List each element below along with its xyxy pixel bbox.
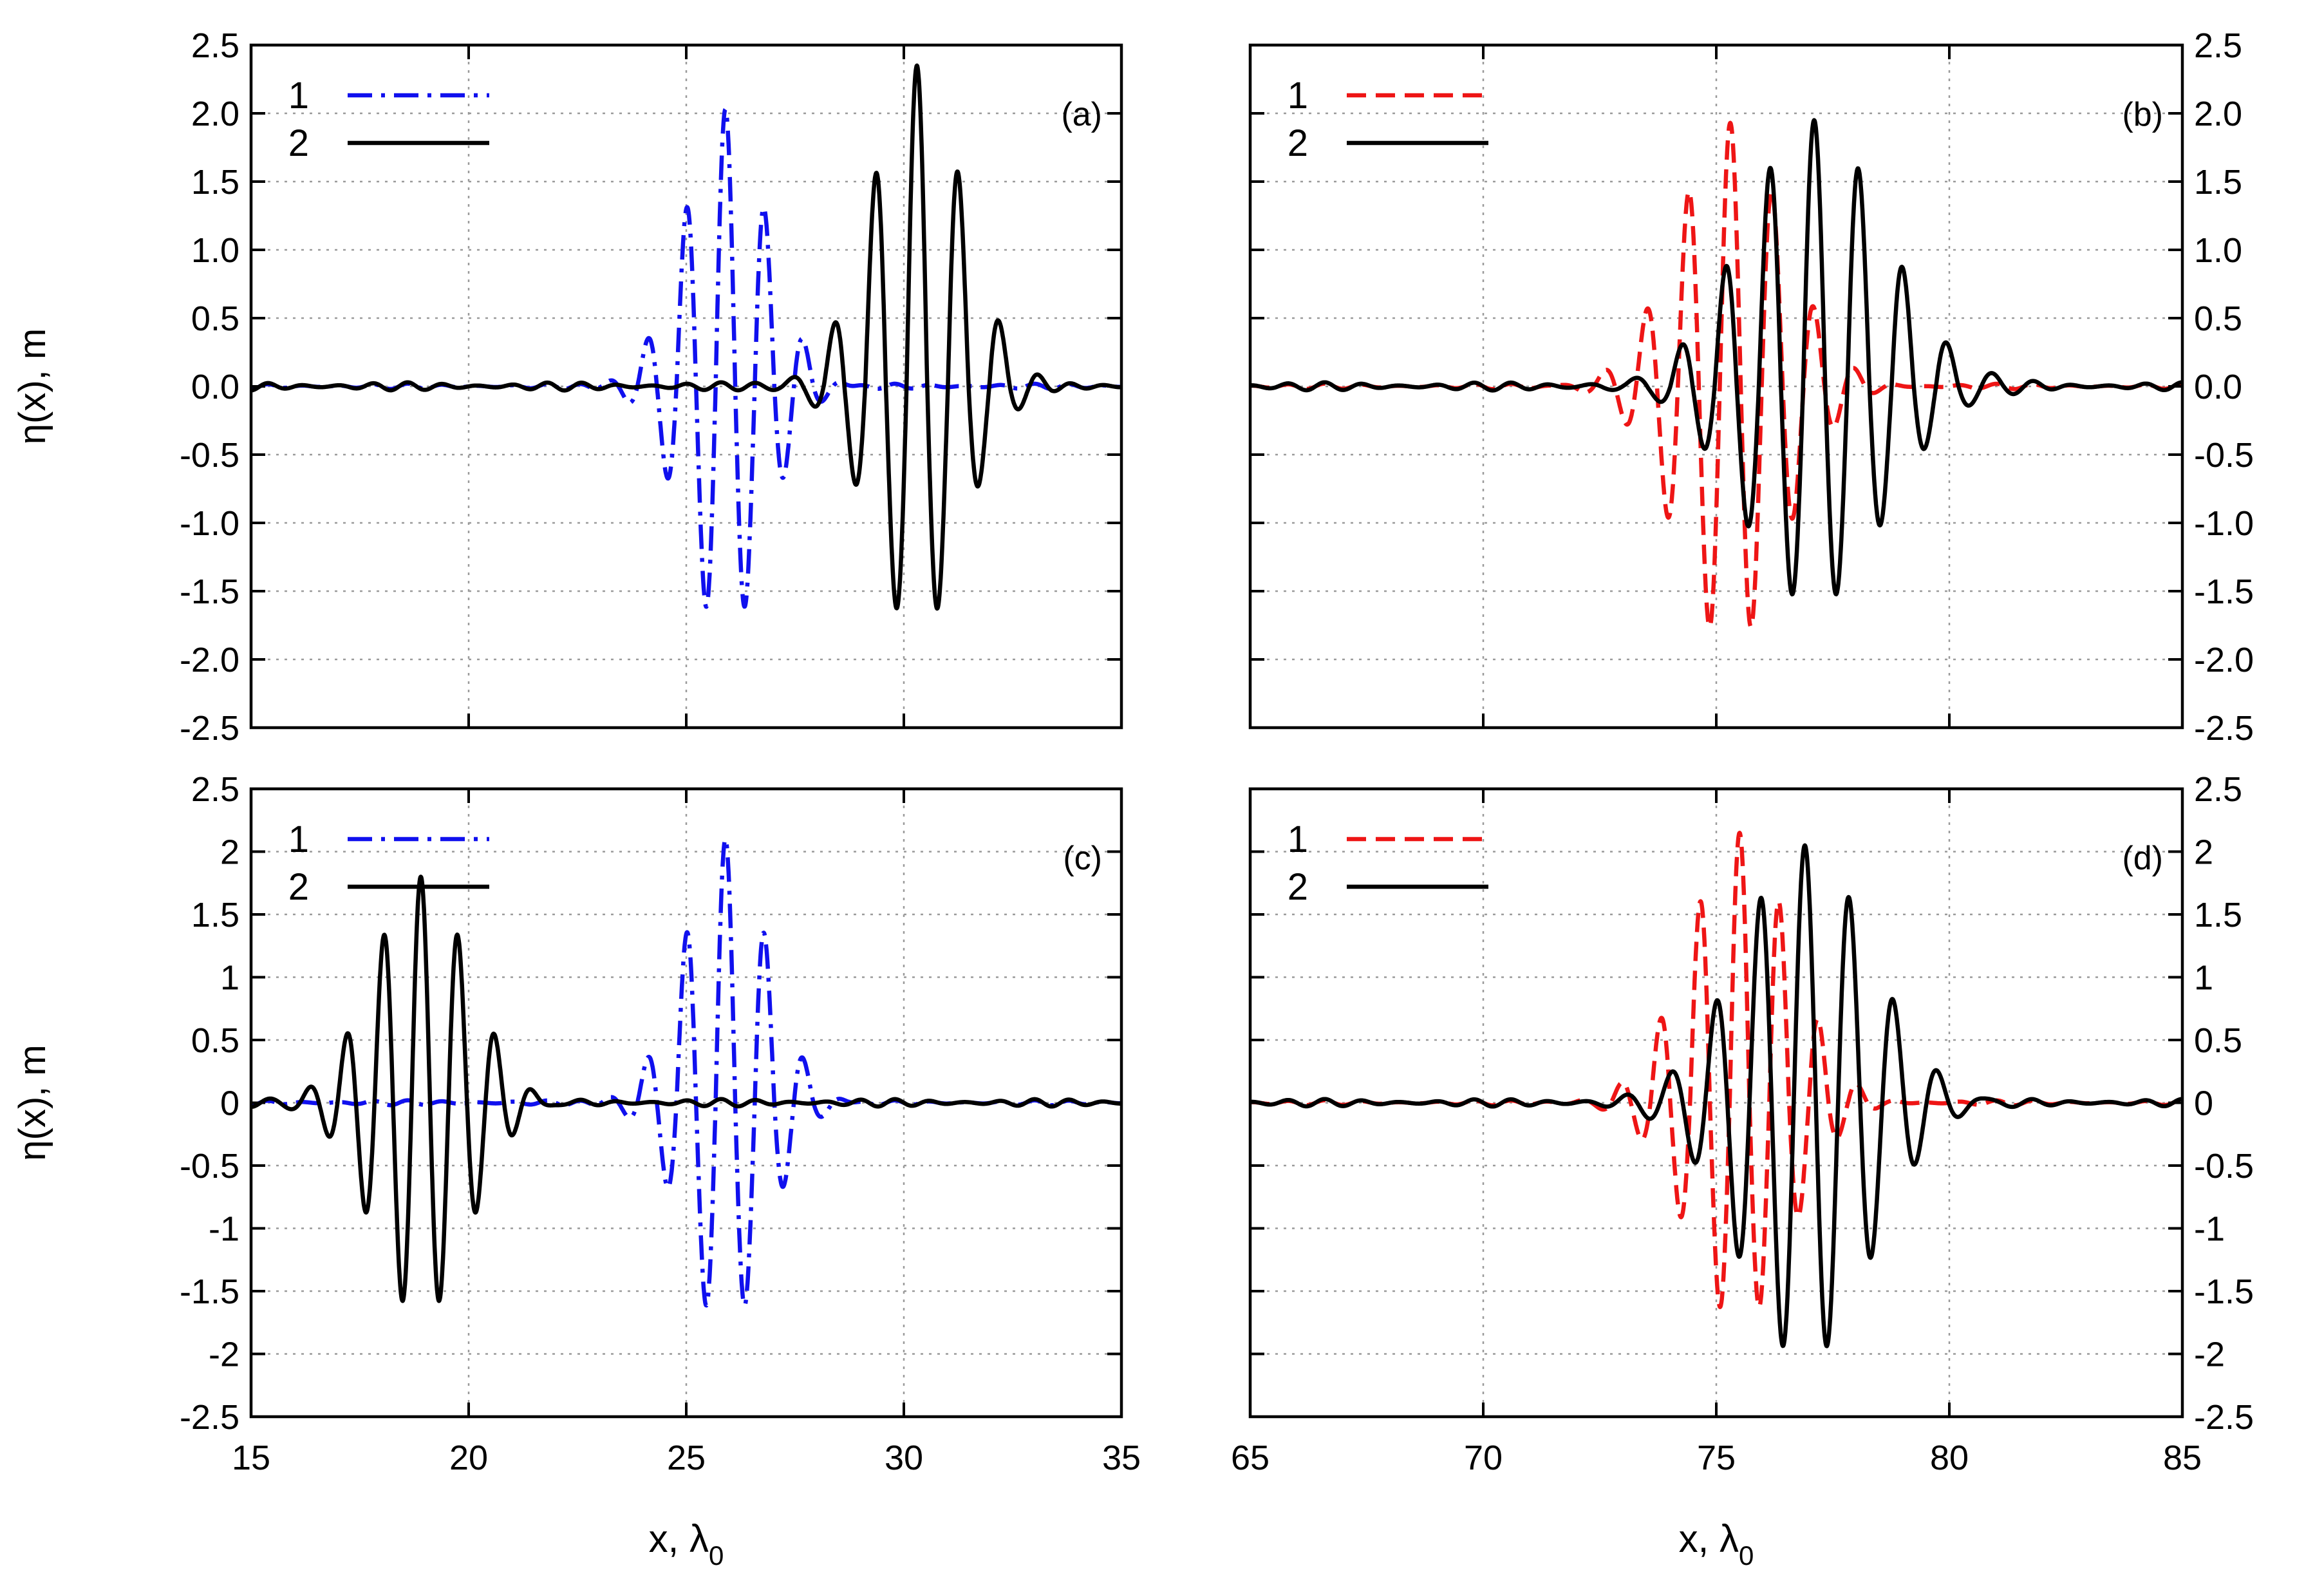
y-tick-label: 2.5 xyxy=(191,770,239,809)
x-tick-label: 70 xyxy=(1464,1439,1503,1477)
legend-label: 2 xyxy=(288,122,309,164)
y-tick-label: 0.0 xyxy=(2194,368,2242,406)
y-tick-label: 2 xyxy=(220,833,239,872)
y-tick-label: -1 xyxy=(209,1210,239,1249)
y-tick-label: -1.5 xyxy=(180,1272,239,1311)
y-tick-label: 1.5 xyxy=(2194,896,2242,934)
x-tick-label: 35 xyxy=(1102,1439,1141,1477)
series-2-line xyxy=(251,874,1121,1303)
panel-label: (d) xyxy=(2122,840,2163,877)
y-tick-label: -2.0 xyxy=(180,641,239,679)
panel-label: (a) xyxy=(1061,96,1102,133)
y-tick-label: -2.5 xyxy=(2194,1398,2254,1437)
y-tick-label: 0.5 xyxy=(2194,299,2242,338)
legend-label: 1 xyxy=(288,818,309,860)
x-tick-label: 20 xyxy=(449,1439,488,1477)
y-tick-label: -2.5 xyxy=(180,709,239,748)
y-tick-label: -0.5 xyxy=(180,436,239,475)
panel-label: (c) xyxy=(1063,840,1102,877)
y-tick-label: 1 xyxy=(220,959,239,997)
y-tick-label: 1.5 xyxy=(191,896,239,934)
y-tick-label: -2.5 xyxy=(2194,709,2254,748)
y-tick-label: -1.5 xyxy=(2194,572,2254,611)
legend-label: 1 xyxy=(288,75,309,117)
legend-label: 1 xyxy=(1288,75,1308,117)
panel-a: -2.5 -2.0 -1.5 -1.0 -0.5 0.0 0.5 1.0 1.5 2.0 2.5 η(… xyxy=(12,26,1123,748)
x-tick-label: 85 xyxy=(2163,1439,2202,1477)
plot-area xyxy=(251,837,1121,1308)
x-axis-label-subscript: 0 xyxy=(1739,1540,1754,1571)
legend-label: 2 xyxy=(288,866,309,908)
series-2-line xyxy=(1250,118,2182,597)
series-1-line xyxy=(251,837,1121,1308)
y-tick-label: 2.0 xyxy=(2194,95,2242,133)
legend-label: 2 xyxy=(1288,866,1308,908)
y-tick-label: 0 xyxy=(220,1084,239,1123)
y-tick-label: 2.5 xyxy=(2194,26,2242,65)
legend-label: 1 xyxy=(1288,818,1308,860)
y-tick-label: 2.5 xyxy=(2194,770,2242,809)
y-axis-label: η(x), m xyxy=(12,328,53,444)
y-tick-label: -0.5 xyxy=(2194,1147,2254,1186)
y-tick-label: 1.5 xyxy=(2194,163,2242,202)
plot-area xyxy=(1250,831,2182,1348)
y-tick-label: 0.0 xyxy=(191,368,239,406)
x-tick-label: 80 xyxy=(1930,1439,1969,1477)
panel-b: -2.5 -2.0 -1.5 -1.0 -0.5 0.0 0.5 1.0 1.5 2.0 2.5 (b… xyxy=(1248,26,2254,748)
y-tick-label: 0 xyxy=(2194,1084,2213,1123)
x-axis-label: x, λ0 xyxy=(1679,1517,1754,1571)
series-2-line xyxy=(1250,843,2182,1348)
x-axis-label: x, λ0 xyxy=(649,1517,724,1571)
y-tick-label: -1.0 xyxy=(180,504,239,543)
y-axis-label: η(x), m xyxy=(12,1044,53,1160)
y-tick-label: -1.0 xyxy=(2194,504,2254,543)
y-tick-label: 0.5 xyxy=(191,1021,239,1060)
plot-area xyxy=(251,63,1121,611)
x-tick-label: 25 xyxy=(667,1439,706,1477)
series-1-line xyxy=(1250,831,2182,1309)
y-tick-label: -1 xyxy=(2194,1210,2225,1249)
x-axis-label-subscript: 0 xyxy=(709,1540,724,1571)
series-2-line xyxy=(251,63,1121,611)
x-tick-label: 65 xyxy=(1231,1439,1270,1477)
y-tick-label: -2.5 xyxy=(180,1398,239,1437)
y-tick-label: 1 xyxy=(2194,959,2213,997)
y-tick-label: -1.5 xyxy=(2194,1272,2254,1311)
y-tick-label: -0.5 xyxy=(180,1147,239,1186)
y-tick-label: 1.0 xyxy=(2194,231,2242,270)
y-tick-label: -2 xyxy=(209,1336,239,1374)
y-tick-label: 2.5 xyxy=(191,26,239,65)
y-tick-label: 2.0 xyxy=(191,95,239,133)
y-tick-label: 0.5 xyxy=(191,299,239,338)
y-tick-label: 0.5 xyxy=(2194,1021,2242,1060)
panel-c: 15 20 25 30 35-2.5-2-1.5-1-0.500.511.522.5η(… xyxy=(12,770,1141,1571)
panel-label: (b) xyxy=(2122,96,2163,133)
x-tick-label: 75 xyxy=(1697,1439,1736,1477)
y-tick-label: -0.5 xyxy=(2194,436,2254,475)
y-tick-label: -2.0 xyxy=(2194,641,2254,679)
panel-d: 65 70 75 80 85-2.5 -2 -1.5 -1 -0.5 0 0.5 1 1.5 2 2.5 x,… xyxy=(1231,770,2254,1571)
legend-label: 2 xyxy=(1288,122,1308,164)
y-tick-label: 2 xyxy=(2194,833,2213,872)
y-tick-label: 1.5 xyxy=(191,163,239,202)
plot-area xyxy=(1250,118,2182,629)
y-tick-label: 1.0 xyxy=(191,231,239,270)
y-tick-label: -2 xyxy=(2194,1336,2225,1374)
y-tick-label: -1.5 xyxy=(180,572,239,611)
x-tick-label: 30 xyxy=(885,1439,923,1477)
x-tick-label: 15 xyxy=(232,1439,270,1477)
